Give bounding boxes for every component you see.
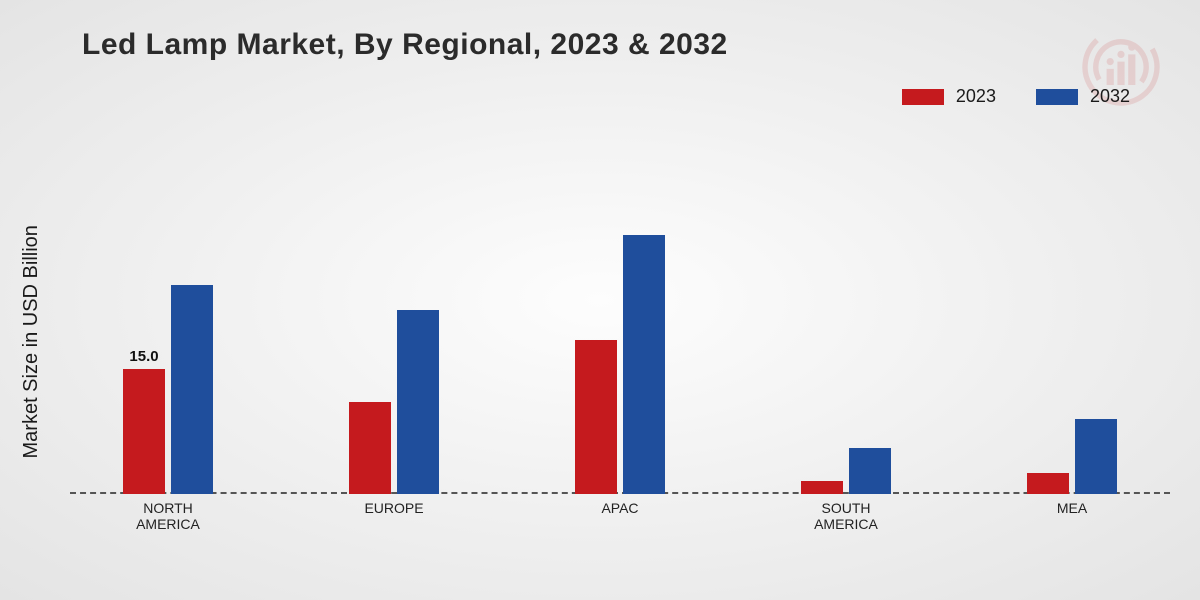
bar-2032 (397, 310, 439, 494)
x-label: NORTH AMERICA (98, 494, 238, 530)
bar-2023 (1027, 473, 1069, 494)
bar-group (1002, 419, 1142, 494)
chart-legend: 2023 2032 (902, 86, 1130, 107)
bar-2023 (349, 402, 391, 494)
x-label: APAC (550, 494, 690, 530)
bar-2023 (801, 481, 843, 494)
bar-value-label: 15.0 (129, 348, 158, 365)
legend-swatch-icon (902, 89, 944, 105)
bar-2023 (575, 340, 617, 494)
legend-swatch-icon (1036, 89, 1078, 105)
chart-canvas: Led Lamp Market, By Regional, 2023 & 203… (0, 0, 1200, 600)
legend-item: 2032 (1036, 86, 1130, 107)
bar-group (324, 310, 464, 494)
bar-groups: 15.0 (98, 160, 1142, 494)
x-label: SOUTH AMERICA (776, 494, 916, 530)
plot-area: 15.0 NORTH AMERICA (70, 160, 1170, 530)
legend-label: 2032 (1090, 86, 1130, 107)
bar-group (550, 235, 690, 494)
x-label: EUROPE (324, 494, 464, 530)
bar-group (776, 448, 916, 494)
bar-2032 (1075, 419, 1117, 494)
bar-2032 (623, 235, 665, 494)
legend-label: 2023 (956, 86, 996, 107)
x-axis-labels: NORTH AMERICA EUROPE APAC SOUTH AMERICA … (98, 494, 1142, 530)
chart-title: Led Lamp Market, By Regional, 2023 & 203… (82, 28, 728, 62)
y-axis-label: Market Size in USD Billion (20, 225, 43, 458)
legend-item: 2023 (902, 86, 996, 107)
bar-group: 15.0 (98, 285, 238, 494)
bar-2032 (171, 285, 213, 494)
bar-2023 (123, 369, 165, 494)
x-label: MEA (1002, 494, 1142, 530)
bar-2032 (849, 448, 891, 494)
